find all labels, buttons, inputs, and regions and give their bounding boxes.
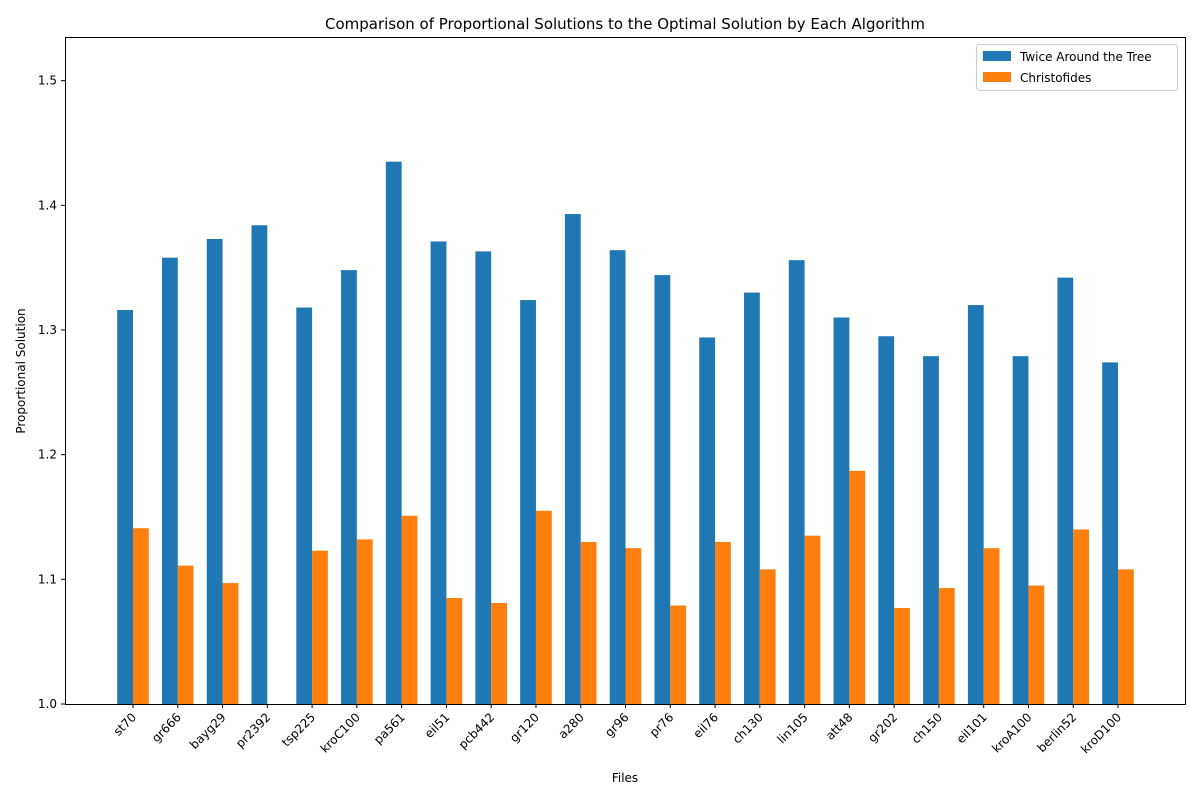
x-tick-label-gr120: gr120 [507, 710, 542, 745]
y-tick-label: 1.4 [38, 198, 57, 212]
y-tick-label: 1.2 [38, 448, 57, 462]
x-tick-label-eil51: eil51 [422, 710, 453, 741]
bar-christofides-tsp225 [312, 550, 328, 704]
bar-christofides-gr202 [894, 608, 910, 704]
bar-christofides-eil101 [983, 548, 1000, 704]
bar-twice-around-the-tree-tsp225 [296, 307, 313, 704]
bar-twice-around-the-tree-eil101 [967, 305, 984, 704]
x-tick-label-ch150: ch150 [909, 710, 945, 746]
x-tick-label-gr96: gr96 [602, 710, 632, 740]
bar-christofides-kroc100 [356, 539, 373, 704]
bar-twice-around-the-tree-ch150 [923, 356, 939, 704]
bar-twice-around-the-tree-eil51 [430, 241, 447, 704]
bar-twice-around-the-tree-kroc100 [341, 270, 357, 704]
bar-christofides-kroa100 [1028, 585, 1045, 704]
bar-twice-around-the-tree-lin105 [788, 260, 805, 704]
bar-christofides-krod100 [1118, 569, 1134, 704]
x-tick-label-pcb442: pcb442 [456, 710, 498, 752]
bar-christofides-bayg29 [222, 583, 239, 704]
bar-twice-around-the-tree-krod100 [1102, 362, 1118, 704]
y-tick-label: 1.0 [38, 697, 57, 711]
chart-title: Comparison of Proportional Solutions to … [325, 15, 925, 33]
legend-label-christofides: Christofides [1020, 71, 1091, 85]
bar-christofides-pcb442 [491, 603, 507, 704]
bar-christofides-berlin52 [1073, 529, 1090, 704]
legend-swatch-twice-around-the-tree [983, 51, 1011, 61]
bar-christofides-gr120 [535, 510, 552, 704]
bar-twice-around-the-tree-ch130 [744, 292, 760, 704]
y-tick-label: 1.1 [38, 572, 57, 586]
x-tick-label-gr666: gr666 [149, 710, 184, 745]
legend: Twice Around the Tree Christofides [976, 44, 1178, 91]
x-tick-label-krod100: kroD100 [1078, 710, 1124, 756]
x-tick-label-pr76: pr76 [647, 710, 677, 740]
bar-twice-around-the-tree-att48 [833, 317, 850, 704]
bar-twice-around-the-tree-gr120 [520, 300, 536, 704]
bar-twice-around-the-tree-pr76 [654, 275, 671, 704]
x-tick-label-st70: st70 [111, 710, 139, 738]
y-axis: 1.0 1.1 1.2 1.3 1.4 1.5 [38, 74, 65, 711]
x-tick-label-berlin52: berlin52 [1034, 710, 1079, 755]
bar-christofides-st70 [133, 528, 149, 704]
legend-label-twice-around-the-tree: Twice Around the Tree [1019, 50, 1152, 64]
bar-christofides-gr666 [177, 565, 194, 704]
x-tick-label-eil101: eil101 [954, 710, 990, 746]
bar-twice-around-the-tree-kroa100 [1012, 356, 1029, 704]
x-tick-label-bayg29: bayg29 [187, 710, 229, 752]
bar-twice-around-the-tree-gr96 [609, 250, 626, 704]
bar-twice-around-the-tree-pr2392 [251, 225, 268, 704]
bar-christofides-eil51 [446, 598, 463, 704]
bar-christofides-ch130 [759, 569, 776, 704]
bars-group [117, 161, 1134, 705]
x-tick-label-tsp225: tsp225 [279, 710, 318, 749]
bar-twice-around-the-tree-berlin52 [1057, 277, 1074, 704]
bar-christofides-pa561 [401, 515, 418, 704]
bar-christofides-a280 [580, 541, 597, 704]
bar-twice-around-the-tree-a280 [564, 214, 581, 705]
bar-christofides-pr76 [670, 605, 687, 704]
bar-christofides-ch150 [938, 588, 955, 704]
x-tick-label-gr202: gr202 [865, 710, 900, 745]
bar-twice-around-the-tree-pa561 [385, 161, 402, 705]
y-tick-label: 1.5 [38, 74, 57, 88]
bar-twice-around-the-tree-bayg29 [206, 238, 223, 704]
bar-christofides-att48 [849, 470, 866, 704]
x-tick-label-pr2392: pr2392 [233, 710, 273, 750]
bar-twice-around-the-tree-pcb442 [475, 251, 492, 704]
legend-frame [976, 44, 1178, 91]
x-tick-label-kroc100: kroC100 [318, 710, 363, 755]
y-axis-title: Proportional Solution [14, 308, 28, 433]
x-tick-label-lin105: lin105 [775, 710, 811, 746]
bar-twice-around-the-tree-st70 [117, 310, 133, 704]
x-axis-title: Files [612, 771, 638, 785]
x-tick-label-pa561: pa561 [371, 710, 408, 747]
x-axis: st70 gr666 bayg29 pr2392 tsp225 kroC100 pa561 e… [111, 704, 1124, 756]
x-tick-label-att48: att48 [823, 710, 856, 743]
x-tick-label-kroa100: kroA100 [989, 710, 1034, 755]
bar-twice-around-the-tree-gr202 [878, 336, 895, 704]
y-tick-label: 1.3 [38, 323, 57, 337]
x-tick-label-a280: a280 [556, 710, 587, 741]
x-tick-label-eil76: eil76 [691, 710, 722, 741]
bar-christofides-eil76 [715, 541, 731, 704]
bar-christofides-gr96 [625, 548, 642, 704]
bar-christofides-lin105 [804, 535, 821, 704]
legend-swatch-christofides [983, 72, 1011, 82]
bar-twice-around-the-tree-eil76 [699, 337, 716, 704]
x-tick-label-ch130: ch130 [730, 710, 766, 746]
bar-twice-around-the-tree-gr666 [161, 257, 178, 704]
